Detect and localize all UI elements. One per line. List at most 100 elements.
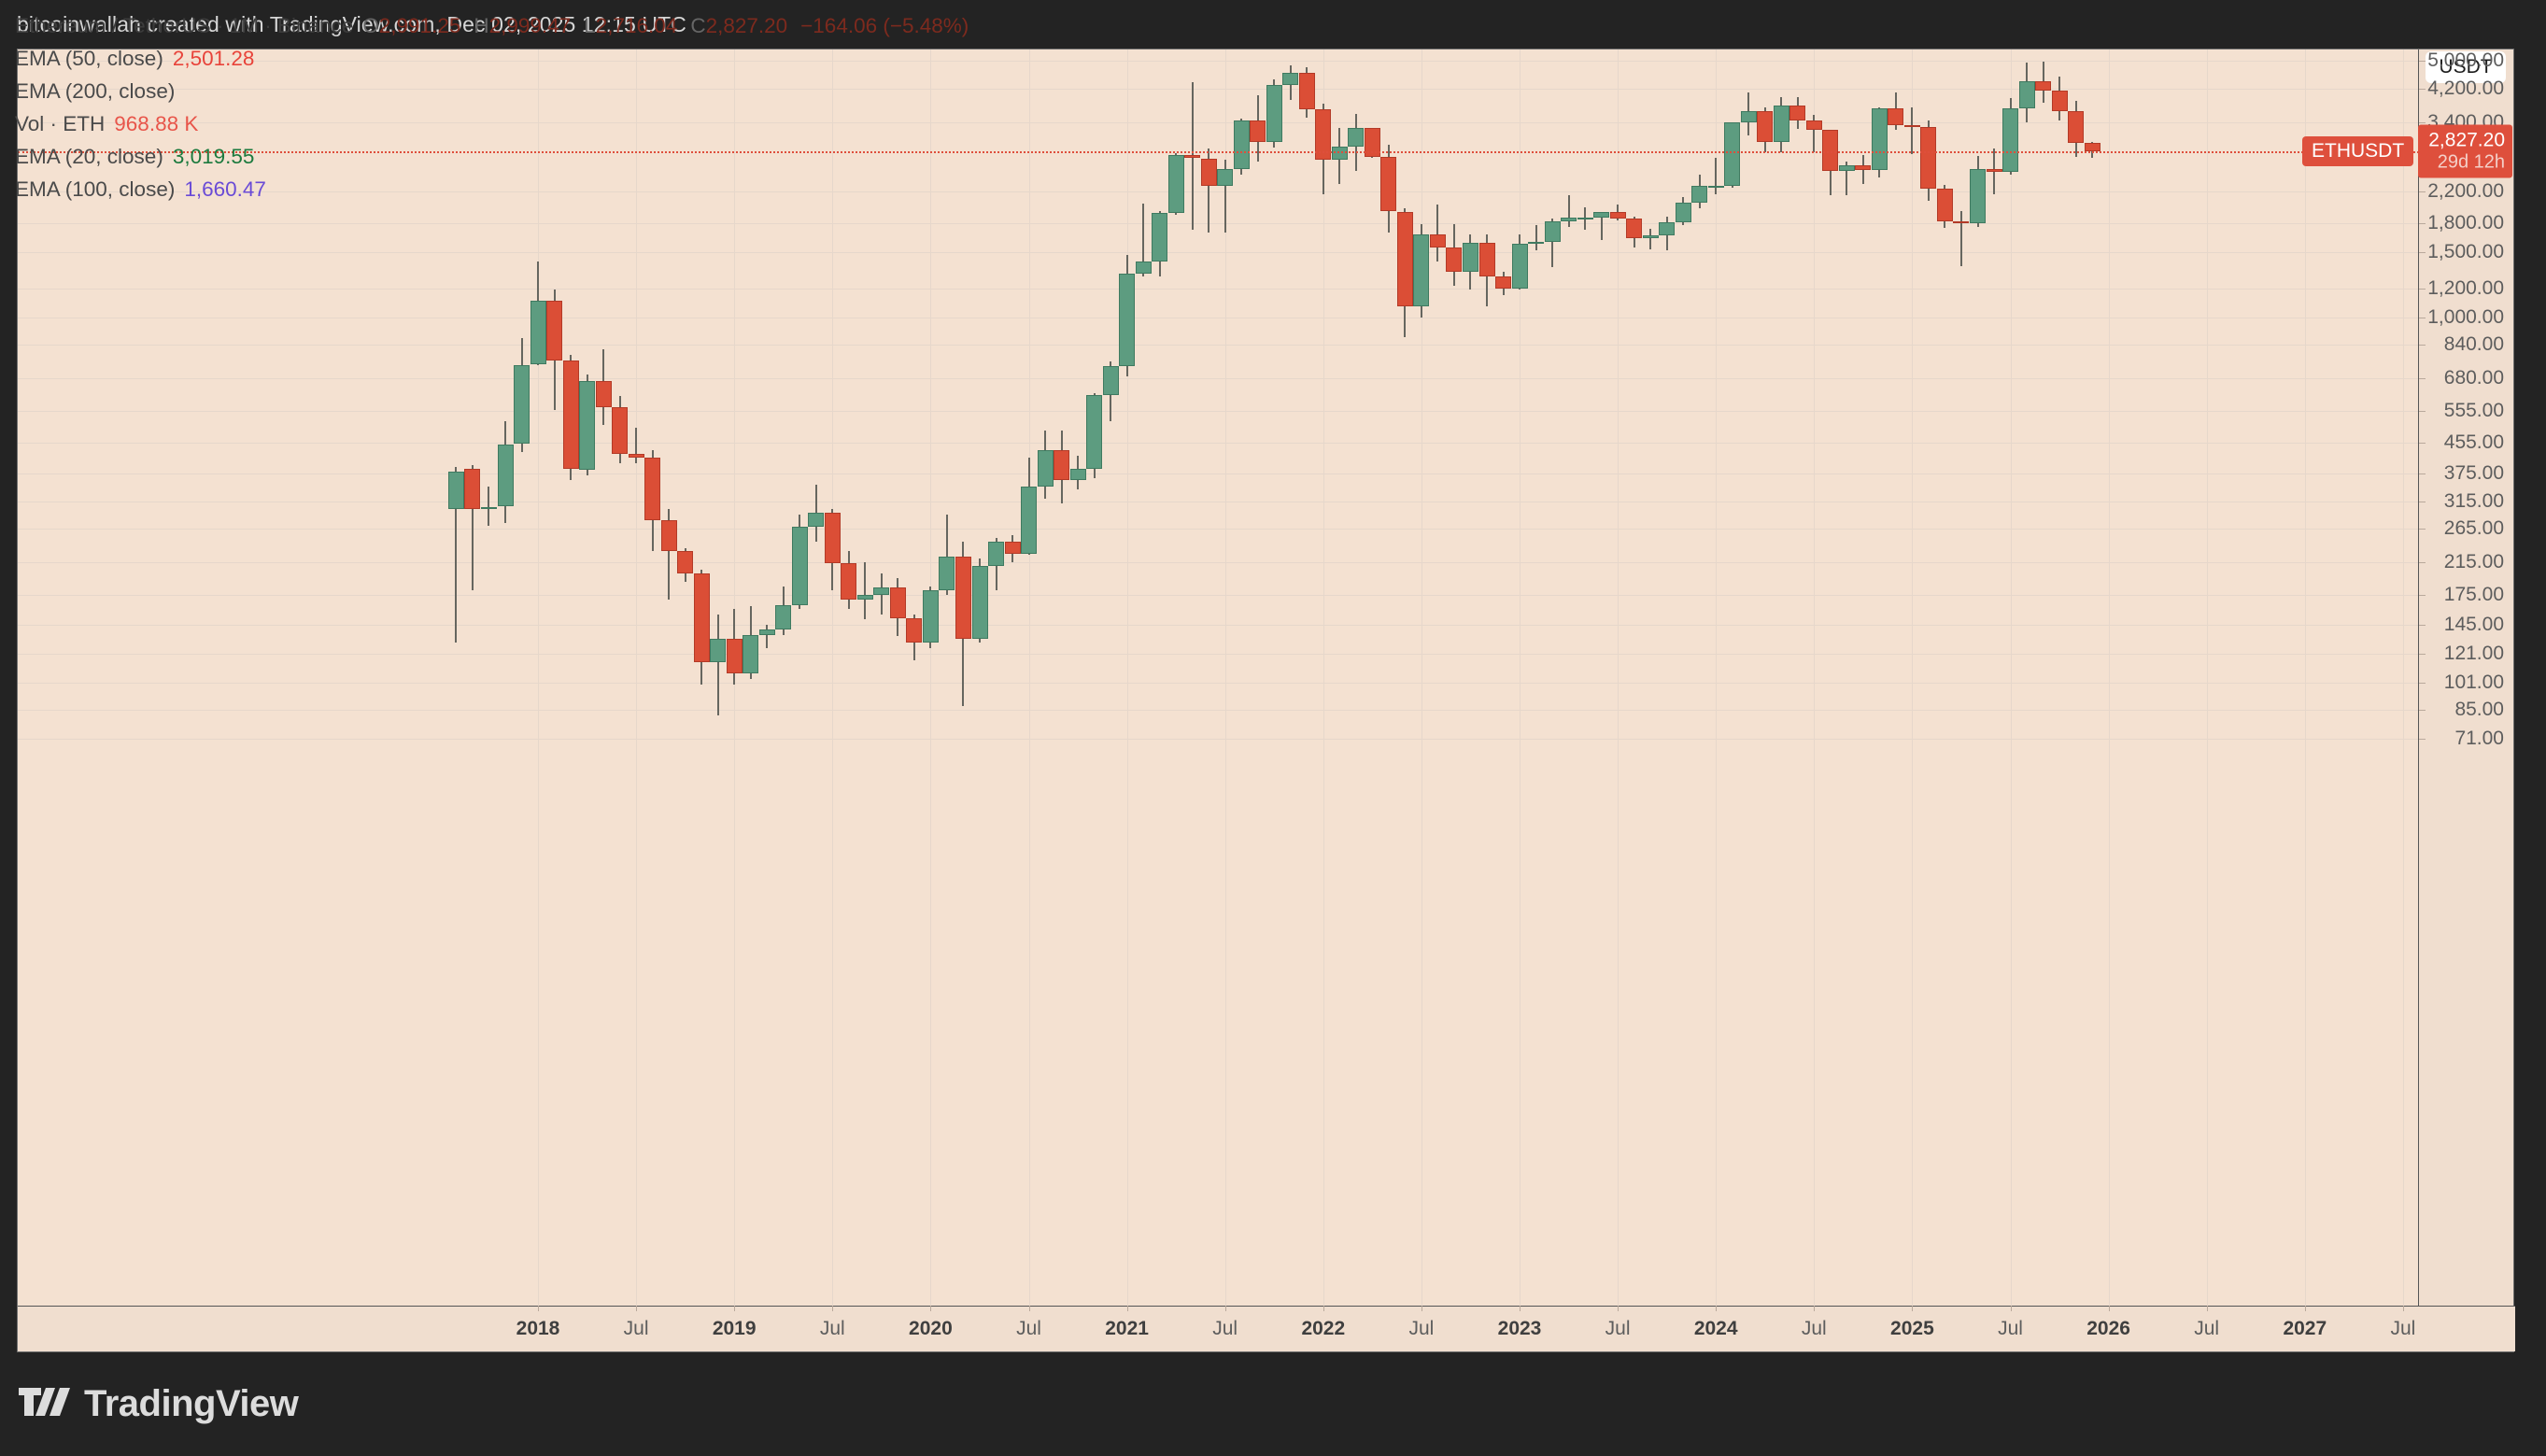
candlestick[interactable] xyxy=(1920,120,1937,201)
candlestick[interactable] xyxy=(791,514,808,610)
candlestick[interactable] xyxy=(693,570,710,685)
candlestick[interactable] xyxy=(1838,161,1855,195)
candlestick[interactable] xyxy=(1707,157,1724,195)
candlestick[interactable] xyxy=(1037,431,1054,500)
price-axis[interactable]: USDT 5,000.00 4,200.00 3,400.00 2,200.00 1,8… xyxy=(2418,49,2513,1306)
candlestick[interactable] xyxy=(2035,62,2051,103)
candlestick[interactable] xyxy=(2068,101,2085,158)
candlestick[interactable] xyxy=(1396,208,1413,338)
candlestick[interactable] xyxy=(1200,148,1217,233)
candlestick[interactable] xyxy=(971,558,988,643)
candlestick[interactable] xyxy=(1233,118,1250,175)
legend-indicator-row[interactable]: EMA (50, close) 2,501.28 xyxy=(15,42,969,75)
legend-indicator-row[interactable]: EMA (200, close) xyxy=(15,75,969,107)
candlestick[interactable] xyxy=(1364,127,1380,158)
candlestick[interactable] xyxy=(1593,211,1610,241)
candlestick[interactable] xyxy=(1069,455,1086,489)
candlestick[interactable] xyxy=(2084,142,2100,159)
candlestick[interactable] xyxy=(1626,216,1643,247)
candlestick[interactable] xyxy=(1953,210,1970,266)
candlestick[interactable] xyxy=(497,421,514,523)
candlestick[interactable] xyxy=(1282,64,1299,101)
candlestick[interactable] xyxy=(1659,216,1676,251)
candlestick[interactable] xyxy=(726,609,743,685)
candlestick[interactable] xyxy=(447,467,464,643)
candlestick[interactable] xyxy=(808,484,825,542)
candlestick[interactable] xyxy=(1054,431,1069,504)
candlestick[interactable] xyxy=(464,465,481,591)
candlestick[interactable] xyxy=(743,606,759,680)
candlestick[interactable] xyxy=(1528,225,1544,251)
candlestick[interactable] xyxy=(1511,234,1528,290)
current-price-badge[interactable]: 2,827.20 29d 12h xyxy=(2418,124,2512,178)
currency-button[interactable]: USDT xyxy=(2426,51,2506,83)
candlestick[interactable] xyxy=(1446,224,1463,286)
candlestick[interactable] xyxy=(1773,97,1789,152)
candlestick[interactable] xyxy=(889,577,906,637)
candlestick[interactable] xyxy=(1119,254,1136,376)
candlestick[interactable] xyxy=(644,449,661,552)
candlestick[interactable] xyxy=(1184,81,1201,231)
candlestick[interactable] xyxy=(856,561,873,620)
candlestick[interactable] xyxy=(955,541,971,707)
candlestick[interactable] xyxy=(660,509,677,600)
candlestick[interactable] xyxy=(1266,78,1282,148)
time-axis[interactable]: 2018 Jul 2019 Jul 2020 Jul 2021 Jul 2022 Jul 2023 J… xyxy=(18,1306,2515,1351)
candlestick[interactable] xyxy=(628,427,644,463)
candlestick[interactable] xyxy=(873,573,890,615)
candlestick[interactable] xyxy=(612,396,629,463)
candlestick[interactable] xyxy=(1888,92,1904,131)
legend-indicator-row[interactable]: EMA (100, close) 1,660.47 xyxy=(15,173,969,205)
candlestick[interactable] xyxy=(1135,204,1152,277)
candlestick[interactable] xyxy=(1413,224,1430,318)
candlestick[interactable] xyxy=(710,614,727,716)
candlestick[interactable] xyxy=(1724,121,1741,189)
candlestick[interactable] xyxy=(1495,272,1511,295)
candlestick[interactable] xyxy=(1217,160,1234,233)
candlestick[interactable] xyxy=(530,261,546,365)
candlestick[interactable] xyxy=(562,354,579,480)
candlestick[interactable] xyxy=(514,337,530,452)
candlestick[interactable] xyxy=(988,538,1004,591)
candlestick[interactable] xyxy=(1740,92,1757,135)
candlestick[interactable] xyxy=(1936,185,1953,229)
candlestick[interactable] xyxy=(480,487,497,526)
candlestick[interactable] xyxy=(1577,207,1593,231)
candlestick[interactable] xyxy=(841,551,857,610)
candlestick[interactable] xyxy=(1986,148,2002,195)
legend-symbol-row[interactable]: Ethereum / TetherUS · 1M · Binance O2,991… xyxy=(15,9,969,42)
candlestick[interactable] xyxy=(1004,534,1021,562)
candlestick[interactable] xyxy=(1086,393,1103,478)
candlestick[interactable] xyxy=(758,625,775,649)
candlestick[interactable] xyxy=(1675,196,1691,226)
candlestick[interactable] xyxy=(677,547,694,583)
candlestick[interactable] xyxy=(906,614,923,661)
candlestick[interactable] xyxy=(939,514,955,596)
candlestick[interactable] xyxy=(1822,129,1839,195)
candlestick[interactable] xyxy=(775,586,792,636)
candlestick[interactable] xyxy=(546,290,562,410)
candlestick[interactable] xyxy=(1903,106,1920,155)
candlestick[interactable] xyxy=(595,348,612,425)
candlestick[interactable] xyxy=(1298,67,1315,118)
candlestick[interactable] xyxy=(1561,195,1577,228)
candlestick[interactable] xyxy=(2018,62,2035,123)
candlestick[interactable] xyxy=(1805,115,1822,153)
candlestick[interactable] xyxy=(1609,204,1626,221)
candlestick[interactable] xyxy=(1855,154,1872,185)
candlestick[interactable] xyxy=(2051,77,2068,121)
candlestick[interactable] xyxy=(1970,156,1986,228)
candlestick[interactable] xyxy=(579,374,595,476)
candlestick[interactable] xyxy=(2002,98,2018,176)
candlestick[interactable] xyxy=(1021,457,1037,556)
candlestick[interactable] xyxy=(922,586,939,649)
candlestick[interactable] xyxy=(1757,107,1774,152)
candlestick[interactable] xyxy=(1315,103,1332,195)
candlestick[interactable] xyxy=(1462,234,1478,290)
legend-indicator-row[interactable]: Vol · ETH 968.88 K xyxy=(15,107,969,140)
candlestick[interactable] xyxy=(1380,145,1397,233)
candlestick[interactable] xyxy=(1167,152,1184,216)
candlestick[interactable] xyxy=(1478,234,1495,307)
candlestick[interactable] xyxy=(1544,218,1561,267)
candlestick[interactable] xyxy=(1102,360,1119,422)
